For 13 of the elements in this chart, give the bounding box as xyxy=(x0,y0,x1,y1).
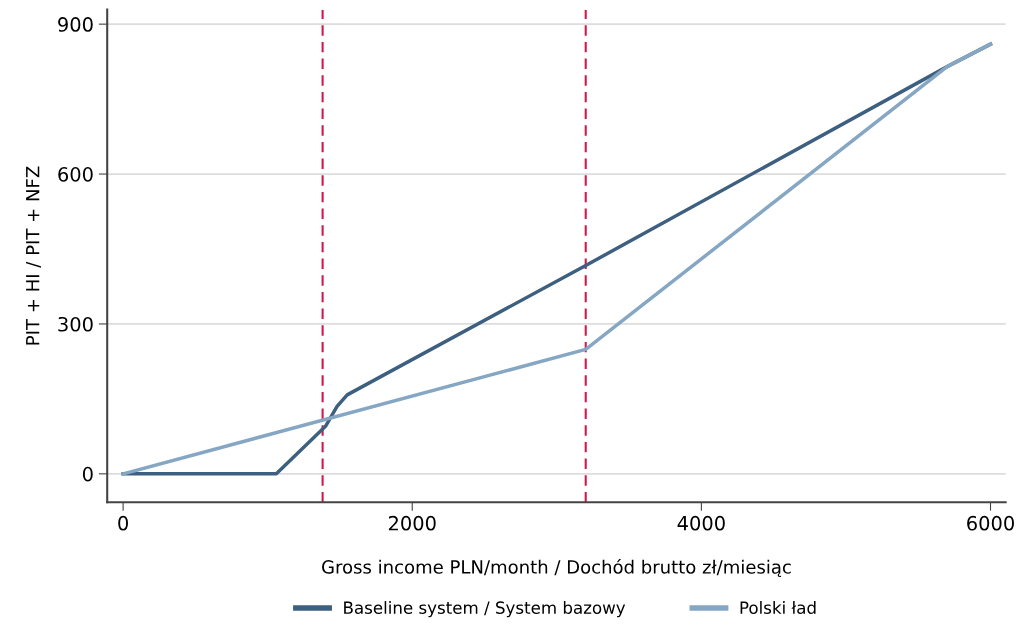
legend-label: Polski ład xyxy=(740,601,816,614)
y-tick-label: 0 xyxy=(82,466,93,482)
y-axis-title: PIT + HI / PIT + NFZ xyxy=(26,166,41,345)
x-tick-label: 6000 xyxy=(967,515,1014,531)
y-tick-label: 600 xyxy=(58,167,93,182)
x-tick-label: 4000 xyxy=(677,515,725,531)
x-tick-label: 0 xyxy=(118,515,128,531)
x-axis-title: Gross income PLN/month / Dochód brutto zł/miesiąc xyxy=(322,559,791,577)
x-tick-label: 2000 xyxy=(388,515,436,531)
y-tick-label: 900 xyxy=(58,17,93,32)
line-series xyxy=(121,42,993,476)
y-tick-label: 300 xyxy=(58,316,93,332)
legend-label: Baseline system / System bazowy xyxy=(344,601,626,618)
